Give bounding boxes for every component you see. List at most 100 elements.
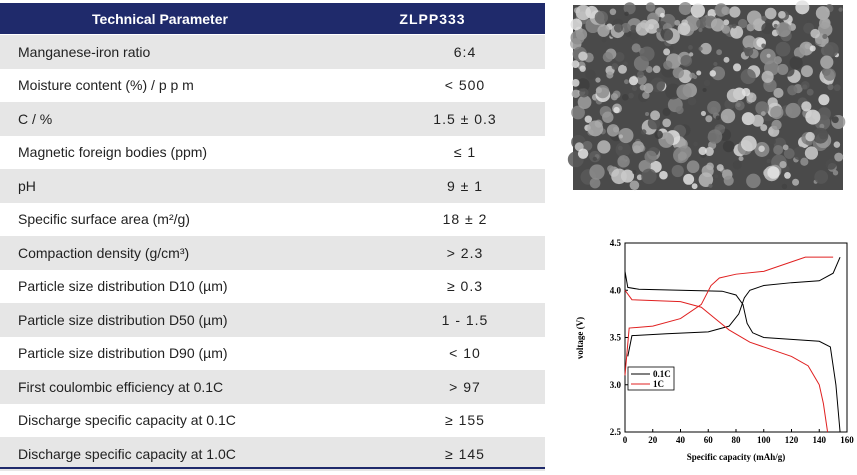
y-tick-label: 4.5 [610, 238, 622, 248]
sem-particle [589, 150, 601, 163]
sem-particle [698, 27, 703, 33]
sem-particle [606, 124, 620, 137]
sem-particle [690, 3, 706, 18]
sem-particle [838, 7, 843, 12]
sem-particle [597, 24, 610, 37]
sem-particle [761, 15, 767, 22]
table-cell: 1.5 ± 0.3 [433, 110, 497, 127]
sem-particle [623, 2, 636, 15]
sem-particle [687, 96, 697, 106]
series-line [624, 256, 834, 433]
sem-particle [825, 158, 837, 170]
sem-particle [721, 6, 731, 16]
sem-particle [744, 46, 754, 57]
sem-particle [761, 22, 773, 35]
sem-particle [706, 162, 714, 171]
sem-particle [767, 166, 780, 179]
table-cell: Particle size distribution D90 (µm) [18, 345, 228, 362]
sem-particle [614, 51, 625, 62]
x-tick-label: 160 [840, 435, 854, 445]
sem-particle [606, 71, 614, 79]
sem-particle [571, 60, 580, 69]
sem-particle [770, 105, 784, 120]
sem-particle [650, 110, 661, 121]
sem-particle [620, 22, 631, 33]
sem-particle [785, 102, 801, 119]
sem-particle [746, 173, 761, 189]
sem-particle [782, 144, 789, 151]
sem-particle [571, 105, 585, 120]
sem-particle [768, 129, 774, 135]
sem-particle [589, 164, 605, 180]
sem-particle [716, 49, 723, 56]
sem-particle [676, 84, 692, 100]
sem-particle [609, 8, 617, 16]
sem-particle [636, 70, 645, 78]
table-cell: Magnetic foreign bodies (ppm) [18, 144, 208, 161]
legend-label: 0.1C [653, 369, 671, 379]
sem-particle [689, 52, 694, 57]
y-tick-label: 4.0 [610, 285, 622, 295]
sem-particle [818, 94, 830, 106]
sem-particle [707, 132, 717, 142]
sem-particle [628, 76, 639, 86]
sem-particle [812, 127, 829, 144]
sem-particle [589, 177, 601, 189]
sem-particle [779, 160, 787, 169]
sem-particle [781, 183, 788, 190]
sem-particle [817, 107, 831, 121]
sem-particle [587, 120, 604, 137]
sem-particle [592, 156, 598, 162]
table-cell: Compaction density (g/cm³) [18, 244, 190, 261]
sem-particle [571, 89, 581, 99]
sem-particle [746, 23, 755, 32]
sem-particle [817, 22, 833, 37]
sem-particle [660, 12, 665, 18]
sem-particle [800, 157, 809, 166]
sem-particle [579, 88, 589, 98]
sem-particle [672, 66, 684, 79]
sem-particle [789, 56, 803, 70]
header-cell: ZLPP333 [399, 10, 466, 27]
table-row: pH 9 ± 1 [0, 169, 545, 203]
table-row: Discharge specific capacity at 1.0C ≥ 145 [0, 437, 545, 471]
table-border [0, 467, 545, 469]
sem-particle [645, 2, 656, 12]
sem-particle [777, 63, 789, 75]
sem-particle [601, 37, 607, 43]
sem-particle [726, 88, 741, 103]
sem-particle [702, 87, 707, 93]
sem-particle [801, 65, 813, 78]
sem-particle [632, 145, 641, 154]
sem-particle [696, 70, 702, 76]
table-cell: ≥ 0.3 [446, 278, 484, 295]
sem-particle [578, 51, 588, 61]
table-row: Magnetic foreign bodies (ppm) ≤ 1 [0, 136, 545, 170]
sem-particle [698, 146, 707, 156]
sem-particle [778, 11, 786, 19]
sem-particle [804, 146, 819, 160]
sem-particle [595, 77, 601, 83]
sem-particle [793, 47, 805, 59]
sem-particle [766, 158, 771, 164]
sem-particle [571, 79, 580, 87]
sem-particle [624, 79, 629, 85]
table-row: Particle size distribution D90 (µm) < 10 [0, 337, 545, 371]
sem-particle [704, 147, 714, 157]
sem-particle [577, 148, 589, 159]
sem-particle [740, 68, 756, 85]
sem-particle [602, 111, 614, 123]
y-tick-label: 2.5 [610, 427, 622, 437]
table-cell: Manganese-iron ratio [18, 43, 151, 60]
table-cell: < 500 [444, 77, 486, 94]
sem-particle [674, 19, 681, 26]
sem-particle [773, 144, 784, 155]
sem-particle [615, 142, 631, 158]
table-row: Discharge specific capacity at 0.1C ≥ 155 [0, 404, 545, 438]
sem-particle [671, 164, 684, 178]
sem-particle [611, 168, 627, 185]
table-cell: ≥ 155 [445, 412, 485, 429]
sem-particle [632, 85, 638, 92]
sem-particle [624, 11, 629, 17]
sem-particle [636, 174, 643, 181]
